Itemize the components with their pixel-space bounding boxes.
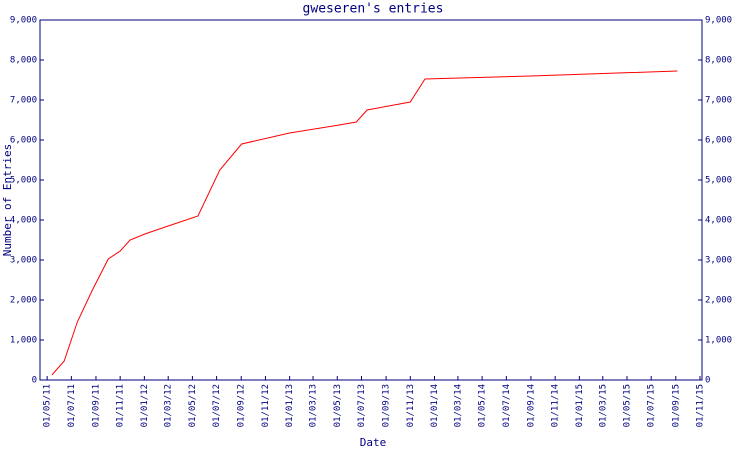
data-line	[51, 70, 678, 376]
x-tick-label: 01/05/11	[43, 384, 53, 427]
x-tick-label: 01/07/12	[212, 384, 222, 427]
x-axis-label: Date	[360, 436, 387, 449]
x-tick-label: 01/07/15	[647, 384, 657, 427]
y2-tick-label: 0	[705, 376, 710, 386]
x-tick-label: 01/11/13	[406, 384, 416, 427]
x-tick-label: 01/05/12	[188, 384, 198, 427]
y-tick-label: 8,000	[10, 56, 37, 66]
y-tick-label: 3,000	[10, 256, 37, 266]
x-tick-label: 01/11/15	[696, 384, 706, 427]
plot-frame	[39, 19, 703, 381]
y-tick-label: 4,000	[10, 216, 37, 226]
x-tick-label: 01/07/14	[502, 384, 512, 427]
x-tick-label: 01/01/13	[285, 384, 295, 427]
x-tick-label: 01/09/13	[382, 384, 392, 427]
x-tick-label: 01/01/12	[140, 384, 150, 427]
y-tick-label: 9,000	[10, 16, 37, 26]
x-tick-label: 01/05/13	[333, 384, 343, 427]
y-tick-label: 2,000	[10, 296, 37, 306]
y-axis-label: Number of Entries	[1, 144, 14, 257]
y-tick-label: 1,000	[10, 336, 37, 346]
y2-tick-label: 6,000	[705, 136, 732, 146]
x-tick-label: 01/07/13	[357, 384, 367, 427]
x-tick-label: 01/01/14	[430, 384, 440, 427]
y-tick-label: 0	[32, 376, 37, 386]
x-tick-label: 01/11/11	[116, 384, 126, 427]
x-tick-label: 01/09/15	[671, 384, 681, 427]
x-tick-label: 01/01/15	[575, 384, 585, 427]
x-tick-label: 01/09/14	[526, 384, 536, 427]
x-tick-label: 01/03/13	[309, 384, 319, 427]
x-tick-label: 01/03/14	[453, 384, 463, 427]
y2-tick-label: 1,000	[705, 336, 732, 346]
x-tick-label: 01/05/14	[478, 384, 488, 427]
y2-tick-label: 4,000	[705, 216, 732, 226]
x-tick-label: 01/07/11	[67, 384, 77, 427]
x-tick-label: 01/09/11	[91, 384, 101, 427]
x-tick-label: 01/03/12	[164, 384, 174, 427]
x-tick-label: 01/09/12	[237, 384, 247, 427]
y2-tick-label: 9,000	[705, 16, 732, 26]
chart-title: gweseren's entries	[303, 2, 444, 17]
x-tick-label: 01/11/14	[551, 384, 561, 427]
x-tick-label: 01/05/15	[622, 384, 632, 427]
y2-tick-label: 3,000	[705, 256, 732, 266]
x-tick-label: 01/03/15	[598, 384, 608, 427]
y2-tick-label: 7,000	[705, 96, 732, 106]
y-tick-label: 6,000	[10, 136, 37, 146]
y2-tick-label: 5,000	[705, 176, 732, 186]
y-tick-label: 5,000	[10, 176, 37, 186]
y-tick-label: 7,000	[10, 96, 37, 106]
y2-tick-label: 2,000	[705, 296, 732, 306]
x-tick-label: 01/11/12	[261, 384, 271, 427]
y2-tick-label: 8,000	[705, 56, 732, 66]
